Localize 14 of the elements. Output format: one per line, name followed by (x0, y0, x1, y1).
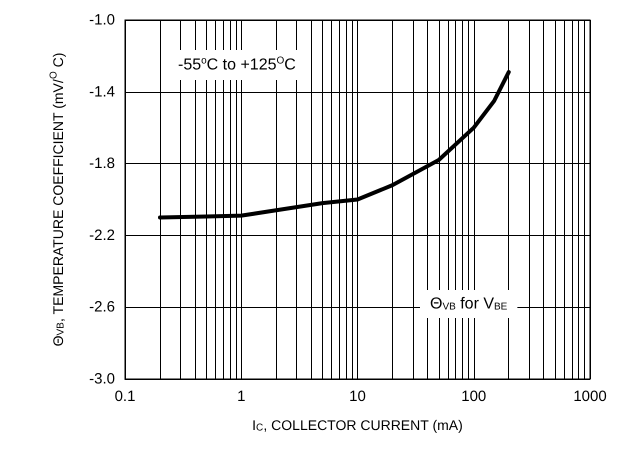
annotation: ΘVB for VBE (430, 296, 508, 312)
x-tick-label: 10 (349, 388, 366, 405)
x-tick-label: 100 (461, 388, 486, 405)
x-tick-label: 0.1 (114, 388, 136, 405)
y-tick-label: -1.4 (89, 83, 115, 100)
y-tick-label: -1.8 (89, 155, 115, 172)
y-tick-label: -2.6 (89, 298, 115, 316)
x-tick-label: 1 (237, 388, 246, 405)
y-axis-title: ΘVB, TEMPERATURE COEFFICIENT (mV/O C) (48, 52, 66, 346)
y-tick-label: -3.0 (89, 370, 115, 388)
y-tick-label: -2.2 (89, 226, 115, 244)
y-tick-label: -1.0 (89, 12, 115, 28)
x-axis-title: IC, COLLECTOR CURRENT (mA) (252, 417, 463, 434)
x-tick-label: 1000 (573, 388, 607, 405)
